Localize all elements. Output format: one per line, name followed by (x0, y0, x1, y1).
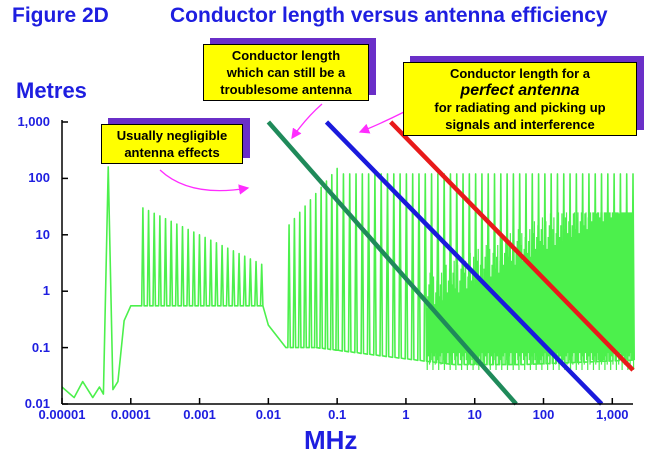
callout-troublesome-line3: troublesome antenna (220, 82, 352, 97)
callout-negligible-line1: Usually negligible (116, 128, 228, 143)
callout-perfect-antenna: Conductor length for a perfect antenna f… (403, 62, 637, 136)
y-tick-label: 0.1 (31, 339, 50, 355)
line-negligible (266, 120, 518, 406)
chart-title: Conductor length versus antenna efficien… (170, 4, 608, 27)
arrow-negligible (159, 169, 250, 195)
conductor-lines (266, 120, 635, 406)
x-tick-label: 0.0001 (110, 407, 151, 422)
arrow-troublesome (291, 103, 323, 140)
x-tick-label: 100 (532, 407, 555, 422)
figure-label: Figure 2D (12, 4, 109, 27)
callout-negligible-line2: antenna effects (124, 145, 220, 160)
callout-troublesome-line1: Conductor length (231, 48, 341, 63)
x-tick-label: 10 (467, 407, 482, 422)
line-perfect (389, 120, 635, 372)
x-tick-label: 0.001 (183, 407, 216, 422)
arrow-perfect (358, 111, 405, 134)
x-tick-label: 0.1 (328, 407, 347, 422)
x-tick-label: 1 (402, 407, 410, 422)
callout-perfect-line4: signals and interference (445, 117, 595, 132)
y-axis-label: Metres (16, 78, 87, 103)
y-tick-label: 0.01 (24, 396, 50, 411)
axes (61, 120, 633, 405)
callout-troublesome-antenna: Conductor length which can still be a tr… (203, 44, 369, 101)
x-tick-label: 0.01 (255, 407, 282, 422)
callout-perfect-line3: for radiating and picking up (434, 100, 606, 115)
y-tick-label: 10 (35, 226, 50, 242)
interference-spectrum (61, 166, 635, 399)
noise-dense-band (426, 212, 635, 371)
callout-troublesome-line2: which can still be a (226, 65, 346, 80)
x-tick-label: 1,000 (596, 407, 629, 422)
y-tick-label: 1 (42, 283, 50, 299)
x-axis-label: MHz (304, 425, 358, 455)
noise-trace (61, 166, 635, 399)
callout-perfect-emphasis: perfect antenna (460, 82, 580, 99)
y-tick-label: 1,000 (17, 114, 50, 129)
line-troublesome (324, 120, 604, 406)
callout-perfect-line1: Conductor length for a (449, 66, 591, 81)
x-tick-label: 0.00001 (38, 407, 86, 422)
callout-negligible-effects: Usually negligible antenna effects (101, 124, 243, 164)
y-tick-label: 100 (28, 170, 50, 186)
callout-arrows (159, 103, 405, 195)
